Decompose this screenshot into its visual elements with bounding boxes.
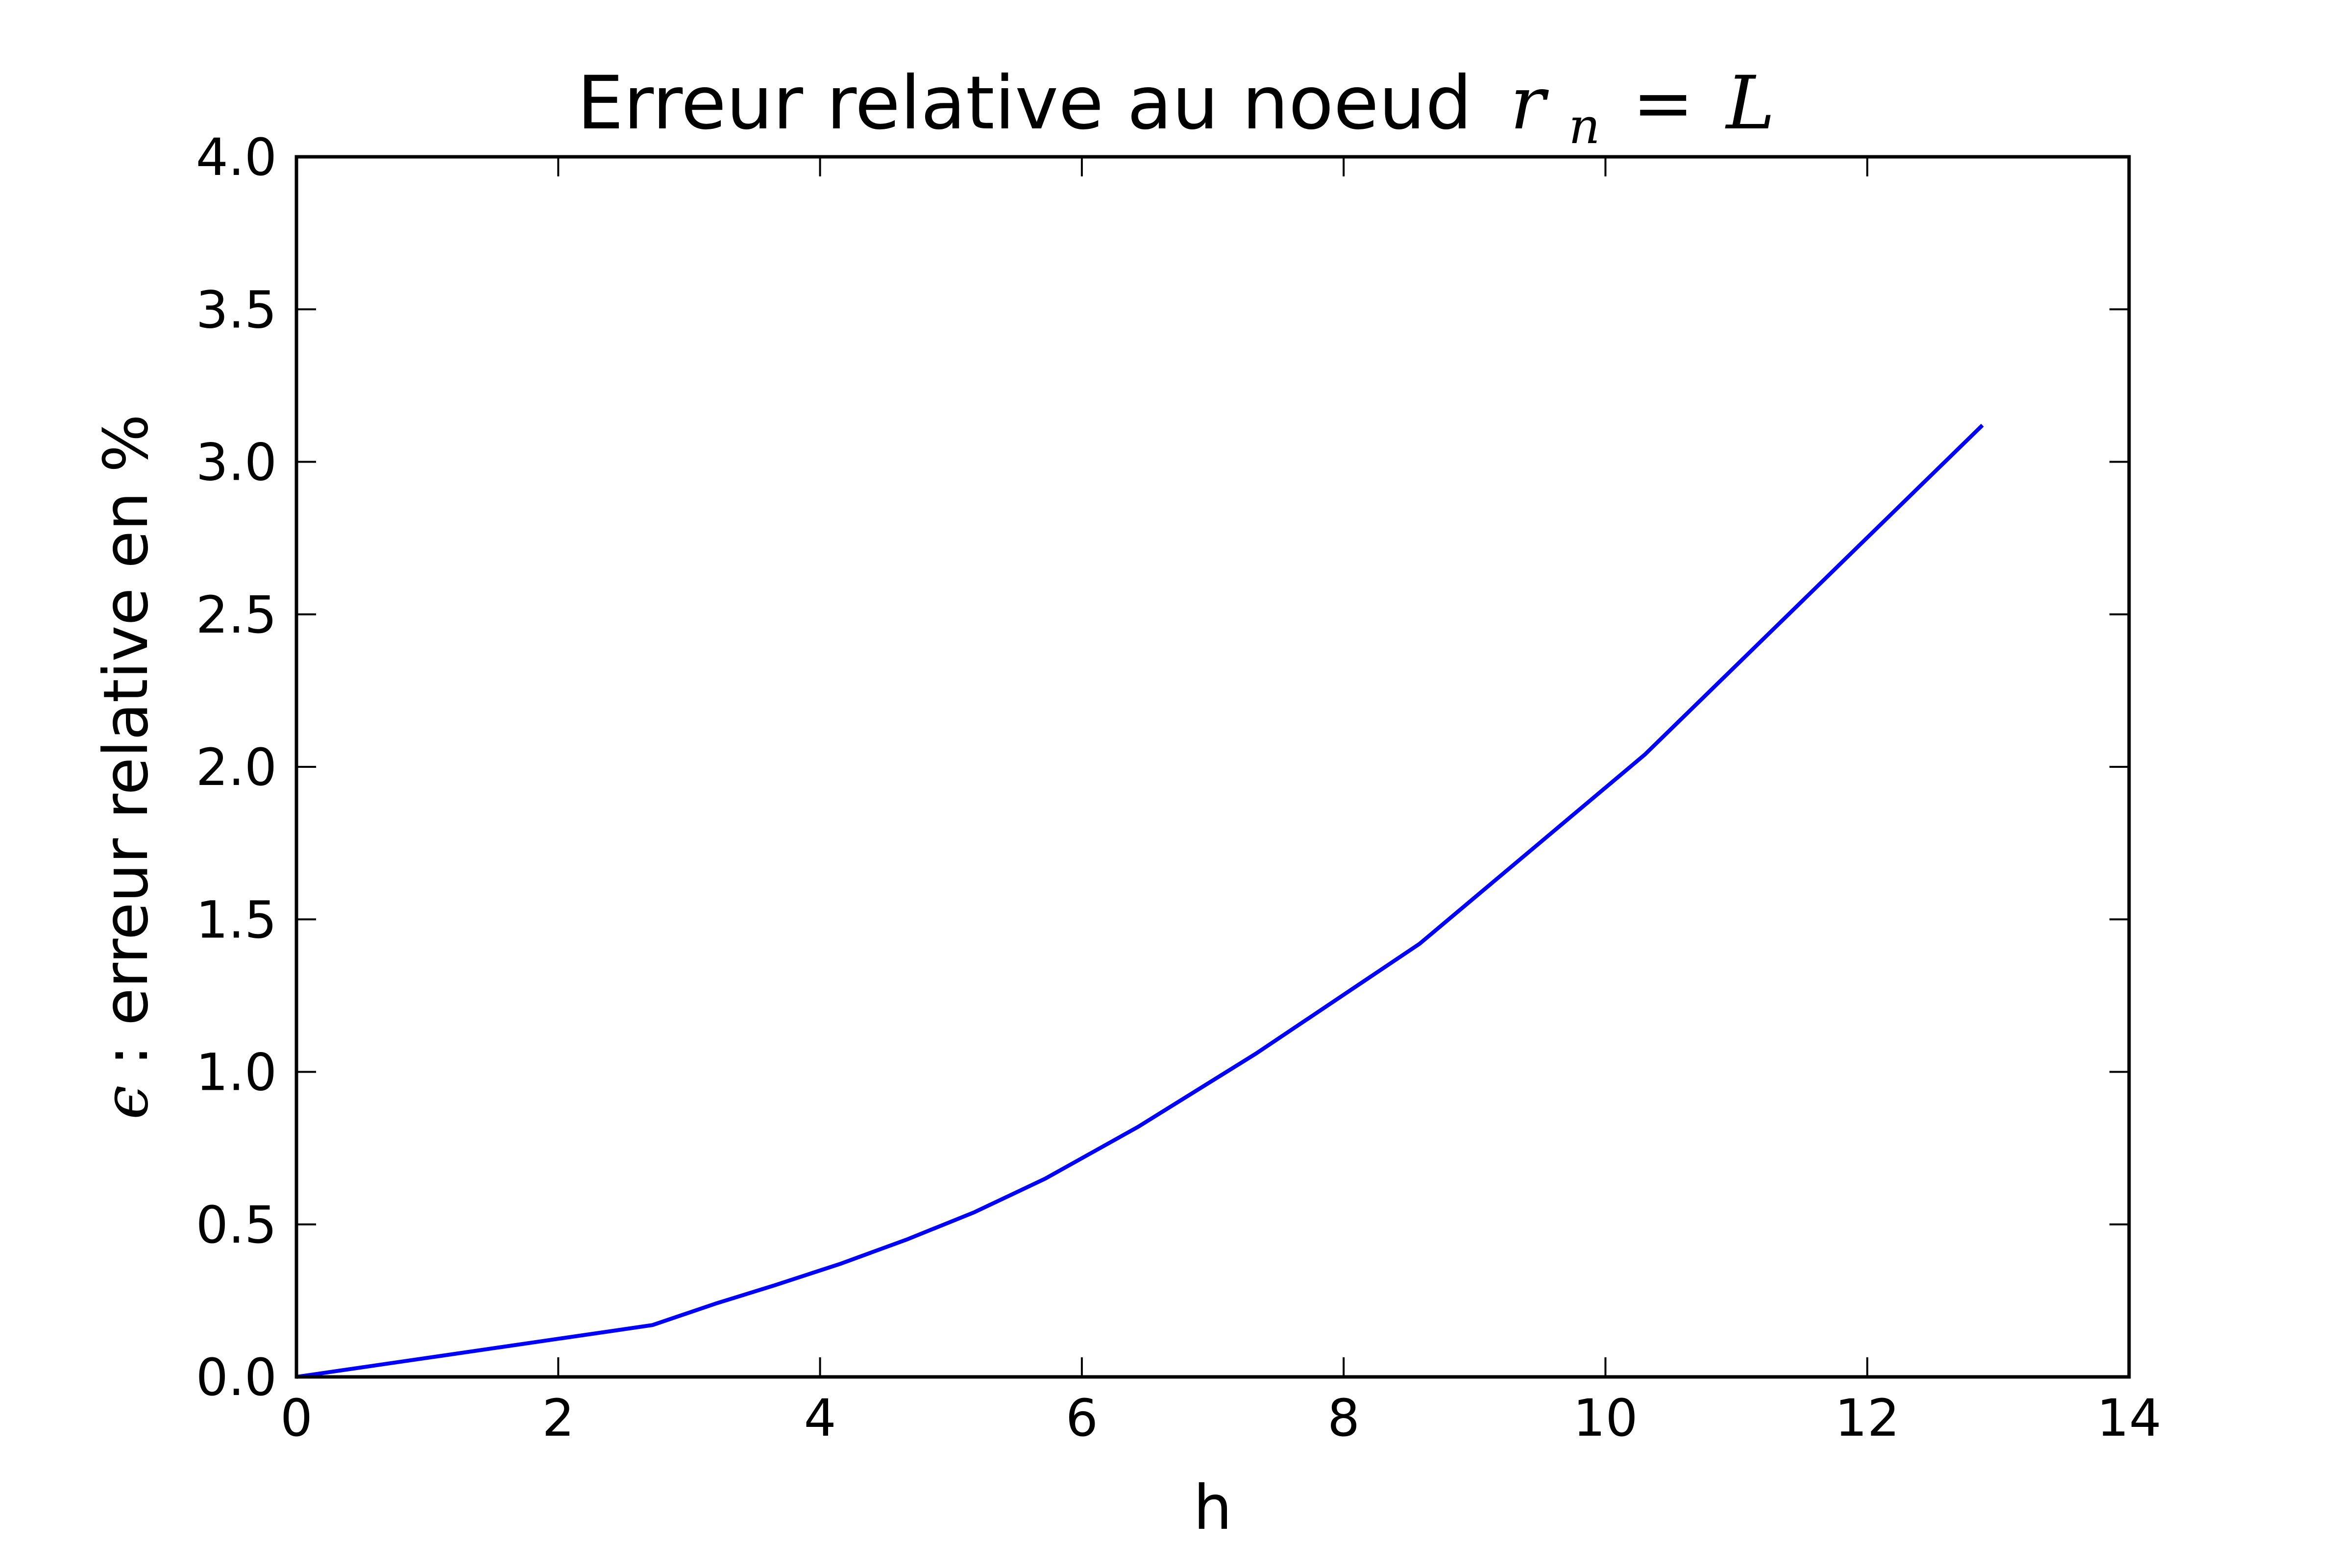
x-tick-label: 0 <box>280 1388 313 1448</box>
x-tick-label: 8 <box>1327 1388 1360 1448</box>
plot-frame <box>294 155 2131 1379</box>
y-tick-label: 2.0 <box>196 737 277 797</box>
chart-title: Erreur relative au noeud r n = L <box>577 61 1775 161</box>
y-axis-label: ϵ : erreur relative en % <box>91 414 162 1119</box>
series-line <box>296 423 1984 1379</box>
y-tick-label: 3.5 <box>196 280 277 340</box>
y-tick-label: 1.5 <box>196 890 277 950</box>
chart-title-text: Erreur relative au noeud <box>577 61 1472 146</box>
x-tick-label: 4 <box>804 1388 836 1448</box>
y-axis-label-math: ϵ <box>91 1085 162 1120</box>
y-tick-label: 2.5 <box>196 585 277 645</box>
x-tick-label: 14 <box>2097 1388 2161 1448</box>
x-tick-label: 10 <box>1573 1388 1638 1448</box>
y-tick-label: 0.5 <box>196 1195 277 1255</box>
plot-area <box>296 157 2129 1377</box>
chart-title-math-op: = <box>1632 61 1694 146</box>
chart-title-math-sub: n <box>1568 98 1600 155</box>
x-tick-label: 6 <box>1066 1388 1098 1448</box>
x-axis-label: h <box>1193 1472 1232 1544</box>
y-tick-label: 0.0 <box>196 1348 277 1407</box>
y-tick-label: 3.0 <box>196 433 277 492</box>
y-tick-label: 4.0 <box>196 127 277 187</box>
y-axis-label-text: : erreur relative en % <box>91 414 162 1066</box>
x-tick-label: 12 <box>1835 1388 1900 1448</box>
x-tick-label: 2 <box>542 1388 574 1448</box>
chart-title-math-rhs: L <box>1725 61 1775 146</box>
tick-labels-layer: 0 2 4 6 8 10 12 14 0.0 0.5 1.0 1.5 2.0 2.5 3.0 3.5 4.0 <box>196 127 2162 1448</box>
y-tick-label: 1.0 <box>196 1043 277 1102</box>
chart-title-math-var: r <box>1510 61 1549 146</box>
series-layer <box>296 423 1984 1379</box>
